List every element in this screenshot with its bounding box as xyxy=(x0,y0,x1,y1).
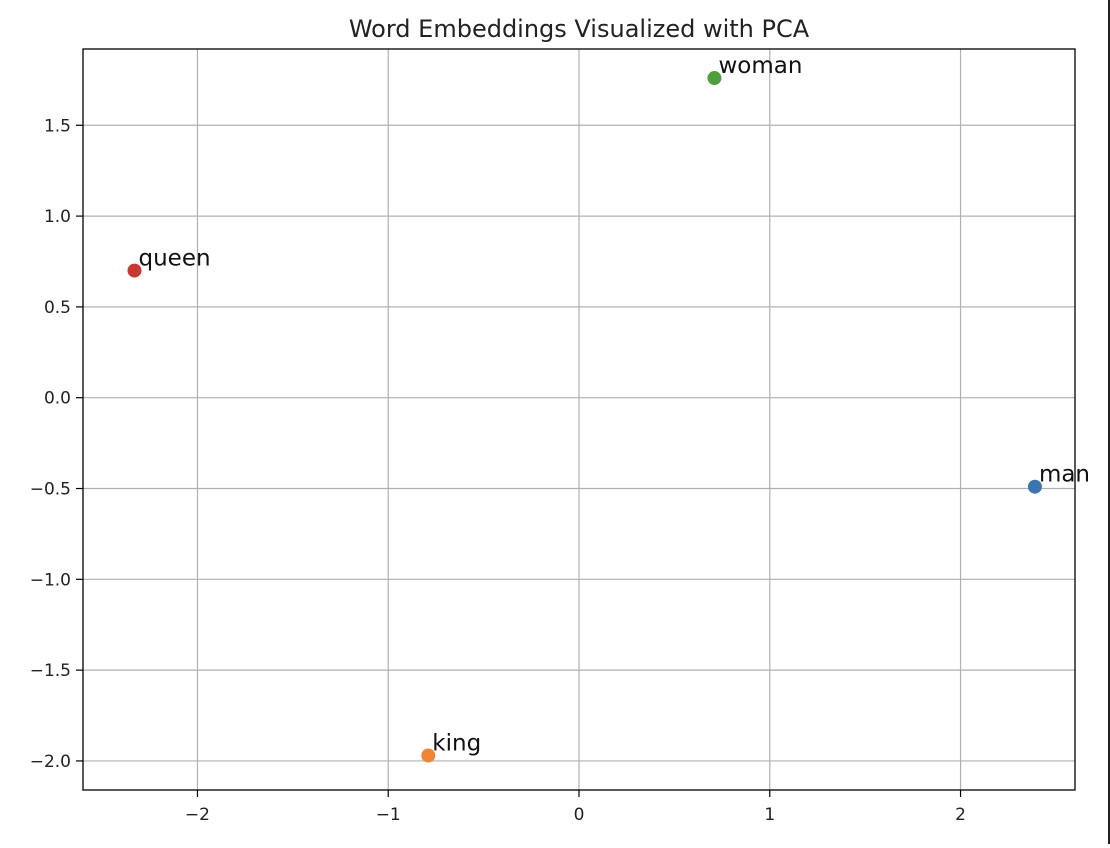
y-tick-label: 1.5 xyxy=(44,116,71,136)
point-label-woman: woman xyxy=(718,53,802,79)
point-queen xyxy=(127,263,142,278)
y-tick-label: −2.0 xyxy=(30,752,71,772)
x-tick-label: 1 xyxy=(764,805,775,825)
y-tick-label: 0.5 xyxy=(44,298,71,318)
window-edge xyxy=(1108,0,1110,844)
y-tick-label: −1.5 xyxy=(30,661,71,681)
point-king xyxy=(421,748,436,763)
point-woman xyxy=(707,71,722,86)
point-label-man: man xyxy=(1039,462,1090,488)
point-label-queen: queen xyxy=(139,246,211,272)
point-label-king: king xyxy=(432,730,481,756)
x-tick-label: 0 xyxy=(574,805,585,825)
y-tick-label: 1.0 xyxy=(44,207,71,227)
x-tick-label: −1 xyxy=(376,805,401,825)
point-man xyxy=(1027,479,1042,494)
y-tick-label: −0.5 xyxy=(30,480,71,500)
chart-title: Word Embeddings Visualized with PCA xyxy=(349,15,810,43)
y-tick-label: −1.0 xyxy=(30,570,71,590)
axis-ticks: −2 −1 0 1 2 1.5 1.0 0.5 0.0 −0.5 −1.0 −1.5 −2.0 xyxy=(30,116,966,825)
grid-lines xyxy=(83,49,1075,790)
data-points: man king woman queen xyxy=(127,53,1090,763)
y-tick-label: 0.0 xyxy=(44,389,71,409)
x-tick-label: 2 xyxy=(955,805,966,825)
x-tick-label: −2 xyxy=(185,805,210,825)
